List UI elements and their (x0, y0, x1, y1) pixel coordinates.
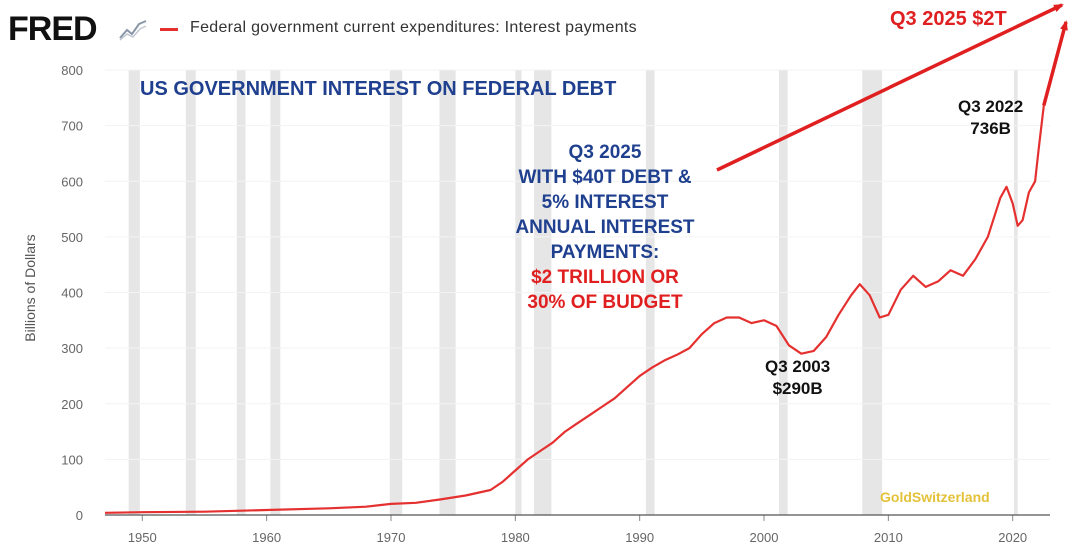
interest-payments-line (104, 105, 1045, 514)
y-tick-label: 0 (76, 508, 83, 523)
projection-label: Q3 2025 $2T (890, 8, 1007, 30)
fred-logo[interactable]: FRED (8, 10, 98, 48)
scenario-line7: 30% OF BUDGET (527, 292, 683, 313)
scenario-line4: ANNUAL INTEREST (515, 217, 695, 238)
x-tick-label: 2000 (750, 530, 779, 545)
header: FRED Federal government current expendit… (0, 0, 1080, 60)
q3-2003-label: Q3 2003 $290B (765, 356, 830, 400)
scenario-annotation: Q3 2025 WITH $40T DEBT & 5% INTEREST ANN… (480, 140, 730, 315)
x-tick-label: 1950 (128, 530, 157, 545)
chart-line-icon (118, 18, 148, 42)
scenario-line6: $2 TRILLION OR (531, 267, 679, 288)
legend-swatch (160, 28, 178, 31)
x-tick-label: 1970 (377, 530, 406, 545)
y-tick-label: 800 (61, 63, 83, 78)
legend-label: Federal government current expenditures:… (190, 19, 637, 36)
y-tick-label: 500 (61, 230, 83, 245)
q3-2003-line2: $290B (772, 379, 823, 398)
y-tick-label: 700 (61, 119, 83, 134)
scenario-line3: 5% INTEREST (541, 192, 669, 213)
y-tick-label: 100 (61, 452, 83, 467)
x-tick-label: 1960 (252, 530, 281, 545)
watermark: GoldSwitzerland (880, 489, 990, 505)
x-tick-label: 2010 (874, 530, 903, 545)
y-tick-label: 600 (61, 174, 83, 189)
projection-line (1042, 20, 1068, 107)
scenario-line5: PAYMENTS: (550, 242, 660, 263)
y-tick-label: 400 (61, 286, 83, 301)
scenario-line1: Q3 2025 (568, 142, 642, 163)
y-tick-label: 300 (61, 341, 83, 356)
axes: 0 100 200 300 400 500 600 700 800 1950 1960 1970 198… (61, 63, 1050, 545)
x-tick-label: 1990 (625, 530, 654, 545)
q3-2003-line1: Q3 2003 (765, 357, 831, 376)
series-lines (104, 3, 1068, 514)
chart-title: US GOVERNMENT INTEREST ON FEDERAL DEBT (140, 78, 617, 100)
scenario-line2: WITH $40T DEBT & (518, 167, 692, 188)
x-tick-label: 2020 (998, 530, 1027, 545)
y-tick-label: 200 (61, 397, 83, 412)
q3-2022-label: Q3 2022 736B (958, 96, 1023, 140)
q3-2022-line2: 736B (970, 119, 1011, 138)
q3-2022-line1: Q3 2022 (958, 97, 1024, 116)
x-tick-label: 1980 (501, 530, 530, 545)
projection-arrow (716, 3, 1064, 172)
